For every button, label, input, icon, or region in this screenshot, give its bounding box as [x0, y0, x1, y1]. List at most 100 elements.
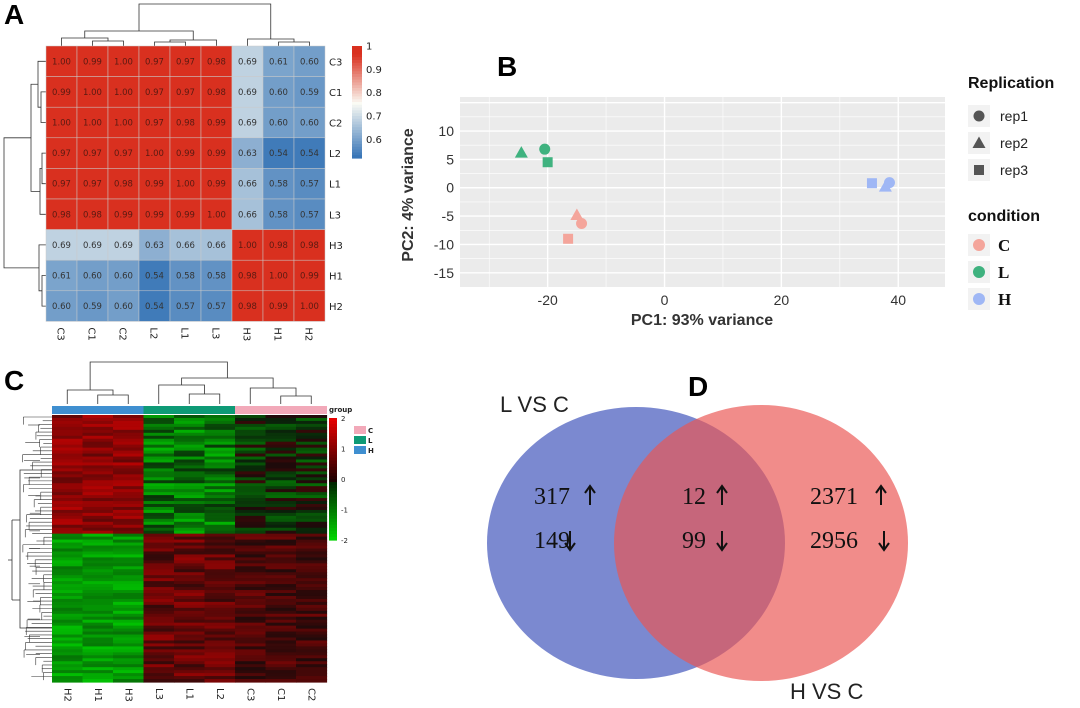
c-heat-cell: [174, 581, 206, 585]
c-heat-cell: [174, 604, 206, 609]
a-cell-value: 0.66: [207, 241, 226, 251]
c-group-cell: [174, 406, 205, 414]
c-heat-cell: [235, 563, 267, 567]
a-cell-value: 0.99: [145, 210, 164, 220]
b-legend-rep3-label: rep3: [1000, 162, 1028, 178]
c-heat-cell: [296, 423, 328, 428]
c-heat-cell: [52, 486, 84, 490]
c-heat-cell: [174, 530, 206, 535]
c-heat-cell: [113, 643, 145, 647]
c-heat-cell: [143, 551, 175, 556]
venn-both-up: 12: [682, 484, 706, 510]
c-heat-cell: [52, 560, 84, 564]
c-heat-cell: [265, 676, 297, 680]
c-heat-cell: [265, 551, 297, 556]
c-heat-cell: [265, 432, 297, 437]
a-cell-value: 0.69: [238, 119, 257, 129]
c-heat-cell: [82, 432, 114, 437]
c-heat-cell: [82, 578, 114, 582]
c-heat-cell: [174, 610, 206, 615]
c-heat-cell: [82, 679, 114, 683]
c-heat-cell: [204, 548, 236, 553]
c-heat-cell: [143, 423, 175, 428]
c-heat-cell: [143, 456, 175, 461]
a-cell-value: 0.59: [83, 302, 102, 312]
dendrogram-link: [188, 393, 221, 404]
c-heat-cell: [235, 661, 267, 665]
a-cell: [293, 106, 326, 139]
a-cell-value: 0.69: [238, 88, 257, 98]
a-row-label: C2: [329, 119, 342, 130]
a-cell: [138, 198, 171, 230]
c-heat-cell: [143, 530, 175, 535]
c-heat-cell: [265, 420, 297, 425]
c-heat-cell: [113, 622, 145, 627]
c-heat-cell: [82, 423, 114, 428]
c-heat-cell: [296, 575, 328, 579]
a-cell: [76, 137, 109, 169]
c-heat-cell: [52, 563, 84, 567]
a-cell: [231, 259, 264, 292]
c-heat-cell: [296, 536, 328, 541]
c-heat-cell: [52, 578, 84, 582]
c-heat-cell: [143, 679, 175, 683]
c-heat-cell: [113, 619, 145, 624]
c-heat-cell: [296, 598, 328, 603]
c-heat-cell: [143, 595, 175, 600]
a-cell-value: 0.54: [145, 272, 164, 282]
a-colorbar-step: [352, 79, 362, 83]
a-colorbar-step: [352, 71, 362, 75]
a-colorbar-tick: 1: [366, 42, 372, 53]
c-heat-cell: [174, 444, 206, 449]
c-colorbar-tick: 2: [341, 415, 345, 423]
c-heat-cell: [113, 474, 145, 478]
c-heat-cell: [265, 417, 297, 422]
c-heat-cell: [113, 441, 145, 446]
c-heat-cell: [265, 539, 297, 544]
c-heat-cell: [235, 456, 267, 461]
c-heat-cell: [82, 453, 114, 458]
c-heat-cell: [82, 649, 114, 653]
c-heat-cell: [204, 613, 236, 618]
c-heat-cell: [204, 453, 236, 458]
a-cell: [231, 290, 264, 322]
c-col-label: H1: [92, 688, 103, 702]
a-cell: [138, 137, 171, 169]
c-heat-cell: [143, 578, 175, 582]
dendrogram-link: [38, 244, 46, 292]
c-heat-cell: [265, 625, 297, 630]
c-heat-cell: [174, 504, 206, 508]
c-heat-cell: [113, 527, 145, 532]
c-heat-cell: [113, 483, 145, 487]
a-cell-value: 0.66: [238, 210, 257, 220]
c-heat-cell: [204, 530, 236, 535]
c-heat-cell: [52, 566, 84, 570]
c-heat-cell: [235, 601, 267, 606]
down-arrow-icon: [716, 531, 728, 552]
down-arrow-icon: [878, 531, 890, 552]
c-heat-cell: [265, 509, 297, 514]
c-heat-cell: [143, 616, 175, 621]
a-cell-value: 0.66: [238, 180, 257, 190]
c-heat-cell: [174, 595, 206, 600]
c-heat-cell: [52, 450, 84, 455]
c-heat-cell: [82, 441, 114, 446]
c-heat-cell: [265, 581, 297, 585]
c-heat-cell: [235, 673, 267, 677]
c-heat-cell: [52, 598, 84, 603]
c-heat-cell: [174, 417, 206, 422]
c-heat-cell: [296, 444, 328, 449]
a-colorbar-step: [352, 110, 362, 114]
c-heat-cell: [296, 480, 328, 484]
c-heat-cell: [113, 504, 145, 508]
c-heat-cell: [143, 521, 175, 526]
c-heat-cell: [82, 631, 114, 636]
c-colorbar-tick: 0: [341, 476, 345, 484]
c-heat-cell: [52, 581, 84, 585]
c-heat-cell: [296, 587, 328, 591]
c-heat-cell: [113, 566, 145, 570]
c-heat-cell: [82, 607, 114, 612]
c-heat-cell: [265, 578, 297, 582]
c-legend-title: group: [329, 406, 352, 414]
